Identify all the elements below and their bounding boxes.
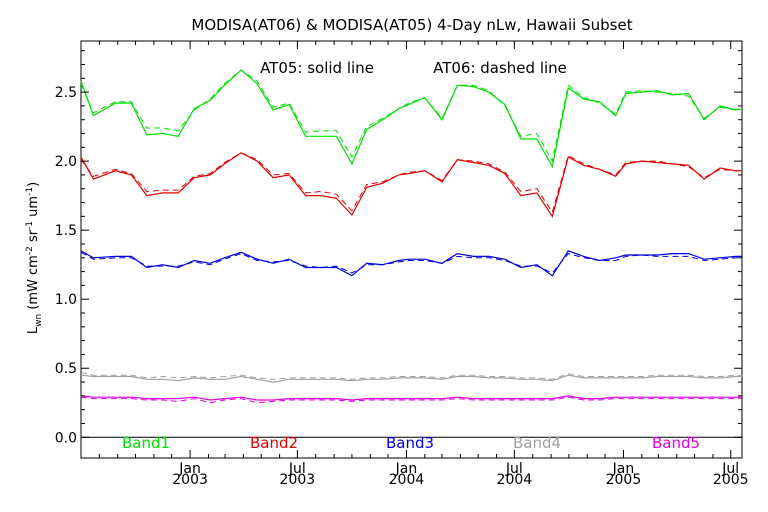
x-tick-year: 2005 bbox=[713, 472, 749, 488]
y-axis: 0.0 0.5 1.0 1.5 2.0 2.5 bbox=[55, 50, 742, 446]
y-tick-label: 2.0 bbox=[55, 154, 77, 170]
x-axis: Jan2003Jul2003Jan2004Jul2004Jan2005Jul20… bbox=[98, 41, 749, 488]
x-tick-month: Jan bbox=[178, 461, 201, 477]
series-line-at05 bbox=[80, 152, 742, 218]
series-line-at05 bbox=[80, 69, 743, 169]
ylabel-end: ) bbox=[26, 182, 41, 187]
chart-title: MODISA(AT06) & MODISA(AT05) 4-Day nLw, H… bbox=[191, 16, 632, 34]
ylabel-mid2: um bbox=[26, 196, 41, 221]
legend-label-band5: Band5 bbox=[652, 434, 700, 452]
ylabel-exp1: -2 bbox=[25, 246, 35, 255]
ylabel-exp2: -1 bbox=[25, 221, 35, 230]
annotation-solid: AT05: solid line bbox=[260, 59, 374, 77]
ylabel-main: L bbox=[26, 326, 41, 334]
y-tick-label: 1.5 bbox=[55, 223, 77, 239]
x-tick-year: 2004 bbox=[389, 472, 425, 488]
plot-frame bbox=[80, 40, 743, 459]
series-band2 bbox=[80, 152, 742, 218]
ylabel-exp3: -1 bbox=[25, 187, 35, 196]
ylabel-sub: wn bbox=[34, 314, 44, 327]
y-tick-label: 1.0 bbox=[55, 292, 77, 308]
x-tick-month: Jul bbox=[721, 461, 739, 477]
ylabel-mid: sr bbox=[26, 229, 41, 246]
series-band1 bbox=[80, 69, 743, 169]
x-tick-month: Jan bbox=[612, 461, 635, 477]
plot-border bbox=[80, 40, 743, 459]
series-band4 bbox=[80, 371, 742, 383]
series-line-at06 bbox=[80, 251, 742, 274]
series-line-at06 bbox=[80, 371, 742, 380]
legend-label-band2: Band2 bbox=[250, 434, 298, 452]
series-line-at06 bbox=[80, 396, 742, 404]
x-tick-month: Jan bbox=[395, 461, 418, 477]
series-band5 bbox=[80, 395, 742, 404]
ylabel-units: (mW cm bbox=[26, 255, 41, 314]
series-band3 bbox=[80, 250, 742, 277]
series-layer bbox=[80, 69, 743, 404]
series-line-at06 bbox=[80, 69, 743, 163]
annotation-dashed: AT06: dashed line bbox=[433, 59, 567, 77]
series-line-at05 bbox=[80, 395, 742, 401]
x-tick-year: 2004 bbox=[497, 472, 533, 488]
x-tick-month: Jul bbox=[288, 461, 306, 477]
series-line-at05 bbox=[80, 374, 742, 383]
x-tick-year: 2003 bbox=[172, 472, 208, 488]
legend-label-band4: Band4 bbox=[513, 434, 561, 452]
legend-label-band3: Band3 bbox=[386, 434, 434, 452]
legend-label-band1: Band1 bbox=[122, 434, 170, 452]
series-line-at05 bbox=[80, 250, 742, 277]
x-tick-year: 2005 bbox=[606, 472, 642, 488]
legend: Band1 Band2 Band3 Band4 Band5 bbox=[122, 434, 700, 452]
y-tick-label: 0.0 bbox=[55, 430, 77, 446]
y-tick-label: 2.5 bbox=[55, 85, 77, 101]
x-tick-year: 2003 bbox=[280, 472, 316, 488]
x-tick-month: Jul bbox=[505, 461, 523, 477]
y-axis-label: Lwn (mW cm-2 sr-1 um-1) bbox=[25, 182, 44, 334]
y-tick-label: 0.5 bbox=[55, 361, 77, 377]
